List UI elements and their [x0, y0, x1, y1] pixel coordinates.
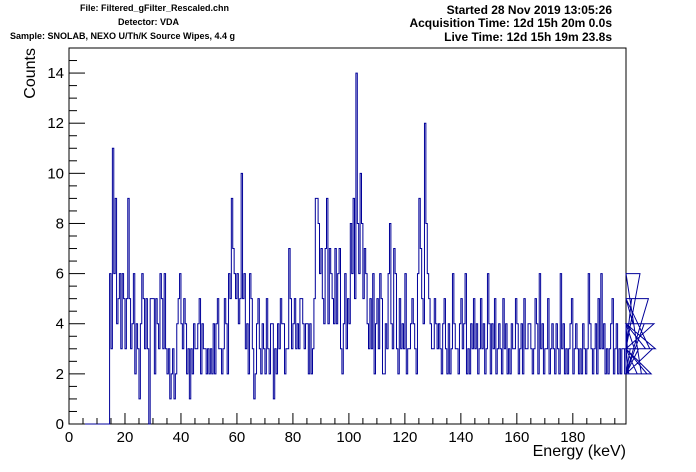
x-tick-label: 40: [173, 429, 190, 446]
y-tick-label: 12: [47, 115, 64, 132]
histogram-series: [69, 72, 657, 425]
x-tick-label: 140: [448, 429, 473, 446]
x-tick-label: 120: [392, 429, 417, 446]
y-tick-label: 10: [47, 165, 64, 182]
sample-label: Sample: SNOLAB, NEXO U/Th/K Source Wipes…: [10, 31, 235, 41]
file-name-label: File: Filtered_gFilter_Rescaled.chn: [80, 3, 230, 13]
start-time-label: Started 28 Nov 2019 13:05:26: [446, 3, 612, 17]
axes: 0 20 40 60 80 100 120 140 160 180 0 2 4 6 8 10 12 14: [47, 47, 616, 446]
y-tick-label: 0: [56, 416, 64, 433]
x-tick-label: 160: [504, 429, 529, 446]
x-tick-label: 60: [229, 429, 246, 446]
detector-label: Detector: VDA: [118, 17, 180, 27]
y-tick-label: 6: [56, 266, 64, 283]
y-tick-label: 14: [47, 65, 64, 82]
y-tick-label: 2: [56, 366, 64, 383]
y-axis-label: Counts: [22, 48, 39, 99]
x-axis-label: Energy (keV): [533, 443, 626, 460]
x-tick-label: 80: [285, 429, 302, 446]
x-tick-label: 100: [336, 429, 361, 446]
x-tick-label: 0: [65, 429, 73, 446]
y-tick-label: 4: [56, 316, 64, 333]
x-tick-label: 180: [560, 429, 585, 446]
acquisition-time-label: Acquisition Time: 12d 15h 20m 0.0s: [409, 16, 612, 30]
x-tick-label: 20: [117, 429, 134, 446]
plot-frame: [68, 47, 627, 425]
live-time-label: Live Time: 12d 15h 19m 23.8s: [444, 30, 612, 44]
y-tick-label: 8: [56, 215, 64, 232]
